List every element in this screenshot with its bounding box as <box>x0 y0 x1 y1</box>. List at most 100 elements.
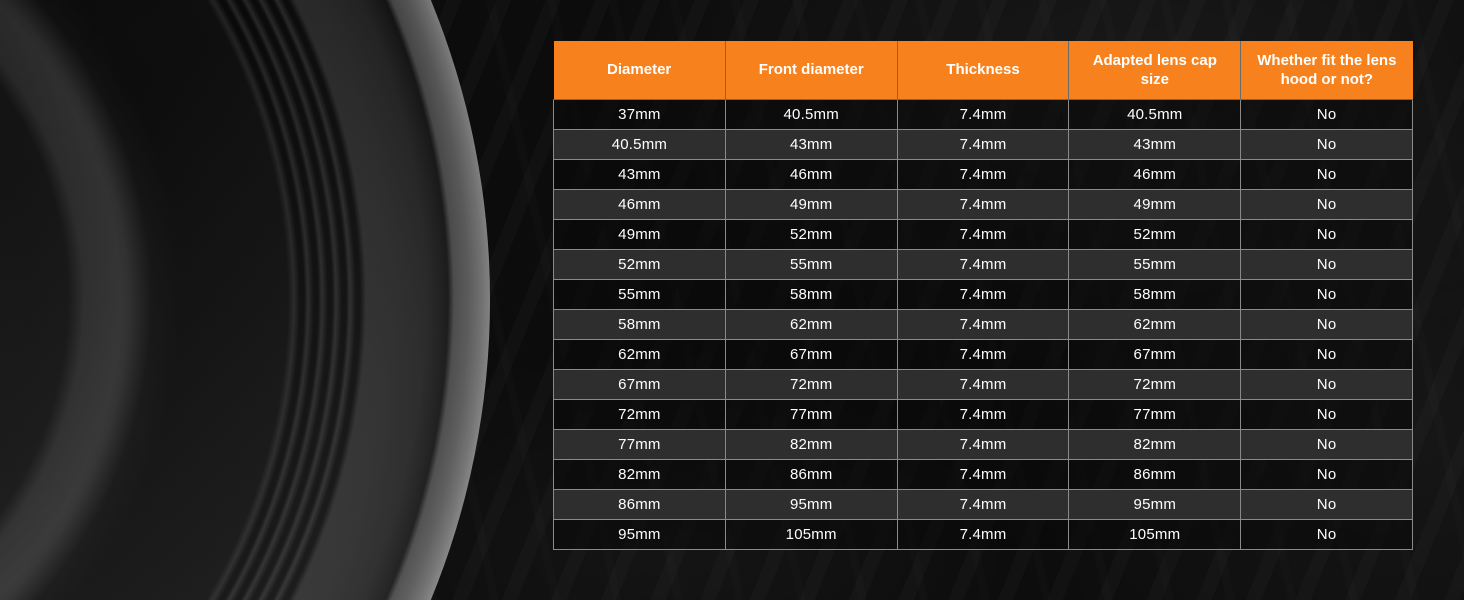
column-header: Whether fit the lens hood or not? <box>1240 41 1413 100</box>
table-cell: 7.4mm <box>896 458 1070 490</box>
table-cell: 46mm <box>724 158 898 190</box>
table-cell: 52mm <box>1068 218 1242 250</box>
table-cell: 7.4mm <box>896 98 1070 130</box>
table-row: 40.5mm 43mm 7.4mm 43mm No <box>553 128 1413 160</box>
table-cell: 86mm <box>724 458 898 490</box>
column-header: Diameter <box>553 41 726 100</box>
table-cell: 40.5mm <box>553 128 726 160</box>
table-row: 77mm 82mm 7.4mm 82mm No <box>553 428 1413 460</box>
header-row: Diameter Front diameter Thickness Adapted l… <box>553 41 1413 100</box>
table-cell: 82mm <box>553 458 726 490</box>
table-row: 95mm 105mm 7.4mm 105mm No <box>553 518 1413 550</box>
table-cell: 72mm <box>1068 368 1242 400</box>
table-cell: 58mm <box>553 308 726 340</box>
table-cell: 7.4mm <box>896 128 1070 160</box>
table-cell: 49mm <box>724 188 898 220</box>
table-row: 43mm 46mm 7.4mm 46mm No <box>553 158 1413 190</box>
table-cell: 55mm <box>553 278 726 310</box>
table-cell: 95mm <box>553 518 726 550</box>
table-cell: 7.4mm <box>896 248 1070 280</box>
table-cell: 43mm <box>553 158 726 190</box>
table-cell: No <box>1240 128 1413 160</box>
table-cell: 7.4mm <box>896 158 1070 190</box>
table-cell: 7.4mm <box>896 428 1070 460</box>
column-header: Adapted lens cap size <box>1068 41 1242 100</box>
table-cell: 62mm <box>553 338 726 370</box>
table-cell: 7.4mm <box>896 308 1070 340</box>
table-cell: 7.4mm <box>896 488 1070 520</box>
table-cell: 95mm <box>1068 488 1242 520</box>
table-cell: 49mm <box>1068 188 1242 220</box>
table-cell: 58mm <box>724 278 898 310</box>
table-cell: 52mm <box>553 248 726 280</box>
table-row: 49mm 52mm 7.4mm 52mm No <box>553 218 1413 250</box>
table-row: 72mm 77mm 7.4mm 77mm No <box>553 398 1413 430</box>
table-cell: 77mm <box>724 398 898 430</box>
table-row: 67mm 72mm 7.4mm 72mm No <box>553 368 1413 400</box>
table-cell: No <box>1240 368 1413 400</box>
table-row: 37mm 40.5mm 7.4mm 40.5mm No <box>553 98 1413 130</box>
table-cell: No <box>1240 488 1413 520</box>
table-row: 46mm 49mm 7.4mm 49mm No <box>553 188 1413 220</box>
table-cell: No <box>1240 218 1413 250</box>
spec-table: Diameter Front diameter Thickness Adapted l… <box>553 41 1413 550</box>
table-row: 62mm 67mm 7.4mm 67mm No <box>553 338 1413 370</box>
lens-lighting-overlay <box>0 0 490 600</box>
table-cell: 72mm <box>724 368 898 400</box>
lens-closeup-image <box>0 0 490 600</box>
table-cell: No <box>1240 428 1413 460</box>
table-cell: No <box>1240 398 1413 430</box>
table-row: 82mm 86mm 7.4mm 86mm No <box>553 458 1413 490</box>
table-cell: No <box>1240 518 1413 550</box>
table-cell: 43mm <box>1068 128 1242 160</box>
table-cell: 7.4mm <box>896 398 1070 430</box>
table-cell: 67mm <box>724 338 898 370</box>
table-cell: 7.4mm <box>896 218 1070 250</box>
table-cell: 77mm <box>1068 398 1242 430</box>
table-cell: 52mm <box>724 218 898 250</box>
table-cell: 55mm <box>1068 248 1242 280</box>
table-cell: 95mm <box>724 488 898 520</box>
table-row: 58mm 62mm 7.4mm 62mm No <box>553 308 1413 340</box>
table-row: 55mm 58mm 7.4mm 58mm No <box>553 278 1413 310</box>
table-row: 52mm 55mm 7.4mm 55mm No <box>553 248 1413 280</box>
table-cell: 62mm <box>724 308 898 340</box>
table-cell: 86mm <box>1068 458 1242 490</box>
table-cell: 7.4mm <box>896 188 1070 220</box>
table-cell: 7.4mm <box>896 278 1070 310</box>
spec-table-body: 37mm 40.5mm 7.4mm 40.5mm No 40.5mm 43mm 7.4mm 43… <box>553 98 1413 550</box>
table-row: 86mm 95mm 7.4mm 95mm No <box>553 488 1413 520</box>
table-cell: 72mm <box>553 398 726 430</box>
table-cell: 67mm <box>553 368 726 400</box>
table-cell: 105mm <box>724 518 898 550</box>
table-cell: 49mm <box>553 218 726 250</box>
table-cell: No <box>1240 458 1413 490</box>
table-cell: 46mm <box>553 188 726 220</box>
table-cell: 86mm <box>553 488 726 520</box>
table-cell: 62mm <box>1068 308 1242 340</box>
table-cell: 40.5mm <box>1068 98 1242 130</box>
table-cell: No <box>1240 338 1413 370</box>
table-cell: 82mm <box>1068 428 1242 460</box>
table-cell: 43mm <box>724 128 898 160</box>
table-cell: No <box>1240 308 1413 340</box>
table-cell: 7.4mm <box>896 518 1070 550</box>
table-cell: 77mm <box>553 428 726 460</box>
table-cell: 46mm <box>1068 158 1242 190</box>
table-cell: No <box>1240 158 1413 190</box>
table-cell: 40.5mm <box>724 98 898 130</box>
table-cell: 37mm <box>553 98 726 130</box>
table-cell: 55mm <box>724 248 898 280</box>
table-cell: 58mm <box>1068 278 1242 310</box>
table-cell: No <box>1240 248 1413 280</box>
table-cell: 105mm <box>1068 518 1242 550</box>
table-cell: 7.4mm <box>896 338 1070 370</box>
table-cell: 7.4mm <box>896 368 1070 400</box>
table-cell: 67mm <box>1068 338 1242 370</box>
column-header: Front diameter <box>724 41 898 100</box>
spec-table-header: Diameter Front diameter Thickness Adapted l… <box>553 41 1413 100</box>
column-header: Thickness <box>896 41 1070 100</box>
table-cell: No <box>1240 98 1413 130</box>
table-cell: 82mm <box>724 428 898 460</box>
